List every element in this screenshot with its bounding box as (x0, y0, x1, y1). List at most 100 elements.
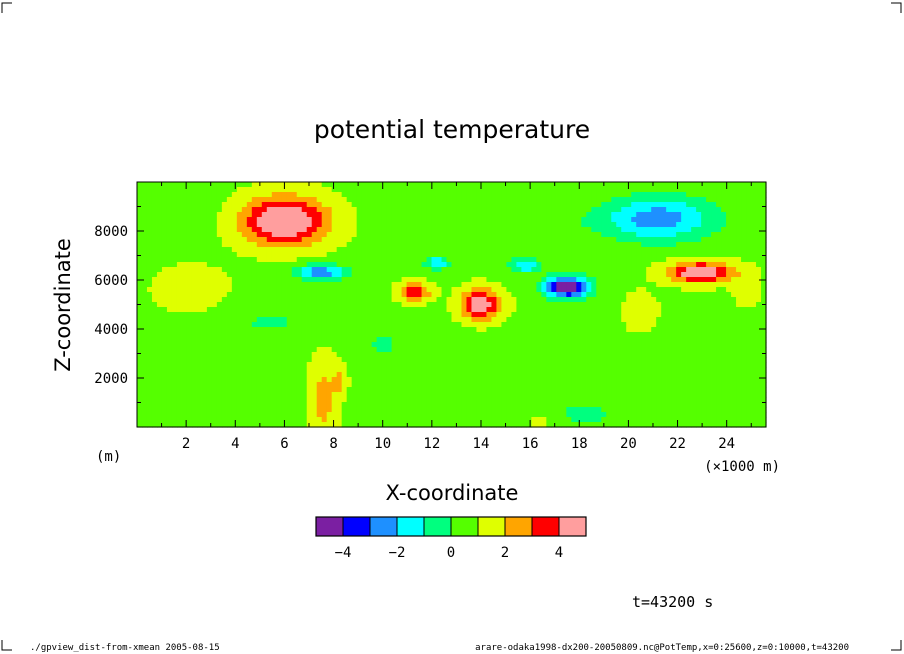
heatmap-cell (616, 372, 622, 378)
heatmap-cell (341, 192, 348, 198)
heatmap-cell (516, 202, 522, 208)
heatmap-cell (756, 277, 762, 283)
heatmap-cell (651, 317, 657, 323)
heatmap-cell (566, 292, 572, 298)
heatmap-cell (571, 272, 577, 278)
heatmap-cell (271, 342, 278, 348)
heatmap-cell (301, 222, 308, 228)
heatmap-cell (601, 192, 607, 198)
heatmap-cell (536, 277, 542, 283)
heatmap-cell (481, 232, 488, 238)
heatmap-cell (691, 317, 697, 323)
heatmap-cell (671, 257, 677, 263)
heatmap-cell (326, 242, 333, 248)
heatmap-cell (171, 312, 178, 318)
heatmap-cell (376, 332, 383, 338)
heatmap-cell (201, 372, 208, 378)
heatmap-cell (156, 372, 163, 378)
heatmap-cell (496, 182, 503, 188)
heatmap-cell (726, 307, 732, 313)
heatmap-cell (441, 277, 448, 283)
heatmap-cell (246, 272, 253, 278)
heatmap-cell (201, 227, 208, 233)
heatmap-cell (576, 202, 582, 208)
heatmap-cell (571, 252, 577, 258)
heatmap-cell (356, 372, 363, 378)
heatmap-cell (471, 377, 478, 383)
heatmap-cell (361, 327, 368, 333)
heatmap-cell (511, 322, 517, 328)
heatmap-cell (361, 217, 368, 223)
heatmap-cell (631, 362, 637, 368)
heatmap-cell (491, 197, 498, 203)
heatmap-cell (731, 247, 737, 253)
heatmap-cell (511, 257, 517, 263)
heatmap-cell (596, 352, 602, 358)
heatmap-cell (326, 192, 333, 198)
heatmap-cell (726, 282, 732, 288)
heatmap-cell (671, 222, 677, 228)
heatmap-cell (241, 252, 248, 258)
heatmap-cell (351, 312, 358, 318)
heatmap-cell (381, 327, 388, 333)
heatmap-cell (376, 372, 383, 378)
heatmap-cell (656, 322, 662, 328)
heatmap-cell (731, 352, 737, 358)
heatmap-cell (536, 197, 542, 203)
heatmap-cell (401, 222, 408, 228)
heatmap-cell (276, 317, 283, 323)
heatmap-cell (386, 287, 393, 293)
heatmap-cell (336, 217, 343, 223)
heatmap-cell (571, 207, 577, 213)
heatmap-cell (446, 352, 453, 358)
heatmap-cell (656, 332, 662, 338)
heatmap-cell (376, 342, 383, 348)
heatmap-cell (646, 202, 652, 208)
heatmap-cell (406, 202, 413, 208)
heatmap-cell (146, 377, 153, 383)
heatmap-cell (476, 377, 483, 383)
heatmap-cell (661, 242, 667, 248)
heatmap-cell (661, 282, 667, 288)
heatmap-cell (161, 237, 168, 243)
heatmap-cell (436, 267, 443, 273)
heatmap-cell (206, 377, 213, 383)
heatmap-cell (716, 202, 722, 208)
heatmap-cell (336, 292, 343, 298)
heatmap-cell (761, 227, 767, 233)
heatmap-cell (331, 327, 338, 333)
heatmap-cell (246, 287, 253, 293)
heatmap-cell (261, 202, 268, 208)
heatmap-cell (436, 257, 443, 263)
heatmap-cell (536, 317, 542, 323)
heatmap-cell (746, 217, 752, 223)
heatmap-cell (191, 272, 198, 278)
heatmap-cell (661, 237, 667, 243)
heatmap-cell (666, 232, 672, 238)
heatmap-cell (516, 282, 522, 288)
heatmap-cell (526, 252, 532, 258)
heatmap-cell (386, 202, 393, 208)
heatmap-cell (446, 362, 453, 368)
heatmap-cell (201, 252, 208, 258)
heatmap-cell (491, 332, 498, 338)
heatmap-cell (591, 212, 597, 218)
heatmap-cell (346, 222, 353, 228)
heatmap-cell (721, 272, 727, 278)
heatmap-cell (301, 227, 308, 233)
heatmap-cell (751, 262, 757, 268)
heatmap-cell (511, 187, 517, 193)
heatmap-cell (221, 342, 228, 348)
heatmap-cell (536, 307, 542, 313)
heatmap-cell (586, 202, 592, 208)
heatmap-cell (226, 222, 233, 228)
heatmap-cell (616, 337, 622, 343)
heatmap-cell (721, 297, 727, 303)
heatmap-cell (146, 347, 153, 353)
heatmap-cell (721, 327, 727, 333)
heatmap-cell (461, 182, 468, 188)
heatmap-cell (571, 352, 577, 358)
heatmap-cell (256, 317, 263, 323)
heatmap-cell (236, 297, 243, 303)
heatmap-cell (531, 357, 537, 363)
